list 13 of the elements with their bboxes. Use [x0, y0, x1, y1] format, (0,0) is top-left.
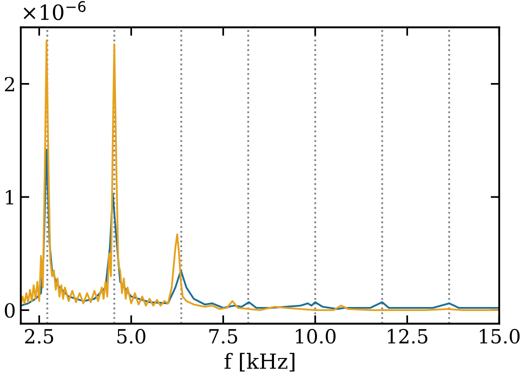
x-tick-label: 15.0	[480, 328, 520, 344]
x-tick-label: 10.0	[296, 328, 336, 344]
x-tick-label: 5.0	[117, 328, 146, 344]
x-axis-title: f [kHz]	[224, 352, 294, 372]
text: ×10$^{−6}$	[24, 1, 86, 20]
x-tick-label: 7.5	[209, 329, 238, 344]
x-tick-label: 2.5	[25, 328, 54, 344]
line-series	[20, 148, 500, 310]
y-tick-label: 1	[6, 190, 14, 204]
y-tick-label: 2	[4, 76, 14, 92]
y-tick-label: 0	[4, 303, 15, 318]
x-tick-label: 12.5	[388, 328, 428, 344]
line-series	[20, 40, 500, 312]
